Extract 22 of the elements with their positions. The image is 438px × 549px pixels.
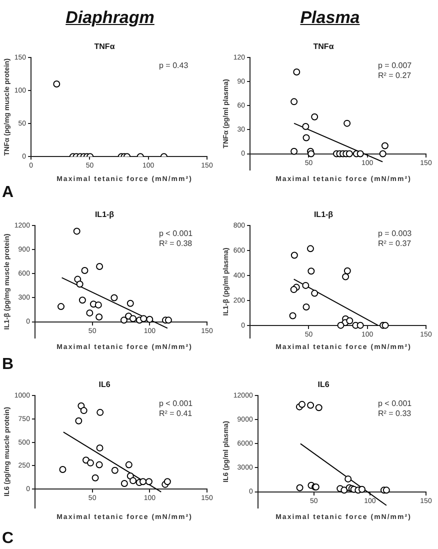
chart-title: TNFα [94,42,115,52]
annotation: R² = 0.27 [378,70,412,80]
annotation: p = 0.003 [378,228,412,238]
text: B [2,356,15,374]
annotation: R² = 0.38 [159,238,193,248]
text: A [2,184,15,202]
text: Plasma [299,8,361,28]
chart-title: IL6 [98,380,111,390]
chart-title: TNFα [313,42,334,52]
annotation: p < 0.001 [159,228,194,238]
chart-title: IL1-β [314,210,334,220]
chart-title: IL1-β [94,210,114,220]
annotation: p = 0.007 [378,60,412,70]
annotation: R² = 0.37 [378,238,412,248]
annotation: p = 0.43 [159,60,189,70]
annotation: R² = 0.41 [159,408,193,418]
text: Diaphragm [64,8,156,28]
annotation: p < 0.001 [159,398,194,408]
annotation: p < 0.001 [378,398,412,408]
annotation: R² = 0.33 [378,408,412,418]
text: C [2,530,15,548]
chart-title: IL6 [318,380,330,390]
